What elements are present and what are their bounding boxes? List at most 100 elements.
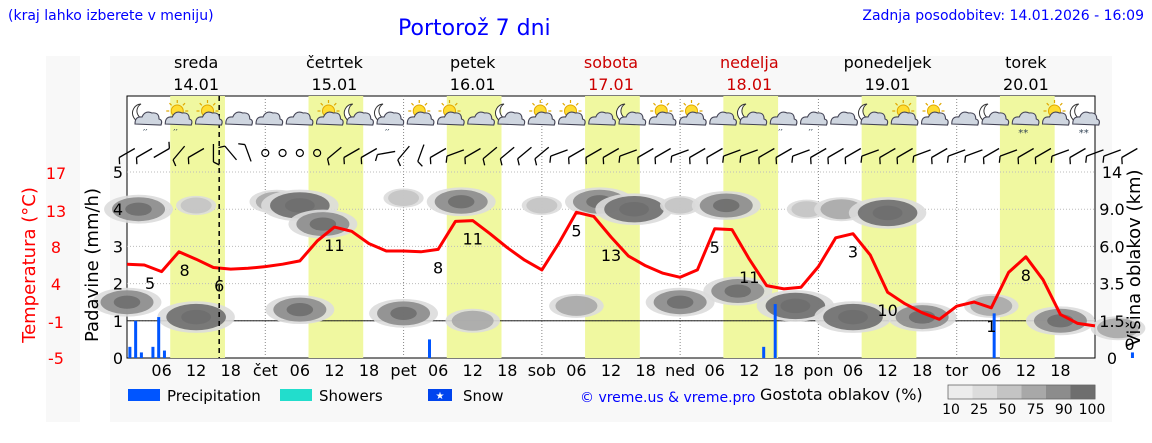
cloud-height-axis-label: Višina oblakov (km) — [1124, 169, 1145, 346]
cloud-blob — [555, 295, 598, 316]
temperature-label: 11 — [463, 230, 483, 249]
wind-barb — [739, 149, 758, 163]
temperature-tick: -5 — [48, 349, 64, 368]
wind-barb — [775, 147, 792, 165]
cloud-blob-core — [838, 309, 868, 325]
density-scale-swatch — [1021, 385, 1047, 399]
x-day-label: sob — [528, 361, 556, 380]
cloud-icon — [709, 111, 737, 126]
wind-barb — [879, 147, 896, 165]
temperature-tick: -1 — [48, 313, 64, 332]
svg-text:′′: ′′ — [778, 128, 783, 139]
wind-barb — [706, 147, 723, 165]
density-scale-frame — [947, 384, 1096, 400]
legend-item: Showers — [280, 387, 383, 405]
x-day-label: pet — [390, 361, 416, 380]
sun-cloud-icon — [527, 100, 556, 126]
wind-barb — [602, 147, 620, 165]
moon-cloud-icon — [343, 103, 374, 126]
density-scale-swatch — [948, 385, 973, 399]
wind-barb — [946, 149, 966, 163]
wind-barb — [809, 147, 827, 165]
page-title: Portorož 7 dni — [398, 16, 551, 41]
day-name: sobota — [584, 53, 638, 72]
cloud-height-tick: 14 — [1102, 163, 1122, 182]
x-hour-label: 18 — [221, 361, 241, 380]
cloud-icon — [588, 111, 616, 126]
day-name: ponedeljek — [844, 53, 933, 72]
wind-barb — [585, 147, 602, 165]
wind-barb — [618, 149, 637, 163]
wind-barb — [654, 147, 671, 165]
moon-rain-icon: ′′ — [374, 103, 405, 139]
precip-bar — [134, 320, 138, 358]
wind-barb — [482, 146, 498, 166]
precip-bar — [992, 313, 996, 358]
cloud-blob-core — [712, 198, 740, 213]
cloud-height-tick: 6.0 — [1099, 237, 1124, 256]
wind-barb — [896, 147, 913, 165]
day-date: 18.01 — [726, 75, 772, 94]
legend-item: ★ Snow — [428, 387, 503, 405]
wind-barb — [964, 149, 983, 163]
moon-cloud-icon — [737, 103, 768, 126]
day-date: 19.01 — [865, 75, 911, 94]
wind-barb — [397, 145, 410, 167]
sun-cloud-icon — [920, 100, 949, 126]
temperature-label: 1 — [986, 317, 996, 336]
wind-barb — [1017, 147, 1034, 165]
moon-cloud-icon — [495, 103, 526, 126]
sun-cloud-icon — [557, 100, 586, 126]
moon-cloud-icon — [858, 103, 889, 126]
day-name: sreda — [174, 53, 218, 72]
legend-label: Precipitation — [167, 387, 261, 405]
wind-barb — [534, 146, 550, 166]
density-scale-tick: 50 — [998, 402, 1016, 418]
sun-cloud-icon — [1041, 100, 1070, 126]
sun-cloud-icon — [890, 100, 919, 126]
svg-text:**: ** — [1018, 128, 1028, 139]
wind-barb — [791, 149, 810, 163]
sun-cloud-icon — [315, 100, 344, 126]
density-scale-tick: 100 — [1079, 402, 1106, 418]
temperature-label: 3 — [848, 243, 858, 262]
wind-barb — [218, 145, 237, 161]
cloud-density-label: Gostota oblakov (%) — [760, 385, 923, 404]
x-hour-label: 12 — [324, 361, 344, 380]
cloud-height-tick: 3.5 — [1099, 275, 1124, 294]
cloud-icon — [951, 111, 979, 126]
temperature-label: 5 — [710, 238, 720, 257]
cloud-blob-core — [390, 306, 417, 320]
cloud-blob-core — [309, 217, 337, 231]
wind-barb — [429, 147, 447, 165]
wind-barb — [844, 147, 862, 165]
cloud-blob-core — [447, 195, 475, 209]
temperature-label: 5 — [145, 274, 155, 293]
precip-bar — [139, 352, 143, 358]
temperature-line — [126, 210, 1096, 328]
cloud-blob-core — [286, 303, 314, 317]
precip-bar — [773, 304, 777, 358]
precip-axis-label: Padavine (mm/h) — [82, 188, 103, 342]
svg-text:★: ★ — [436, 391, 445, 402]
svg-text:**: ** — [1079, 128, 1089, 139]
temperature-label: 11 — [739, 268, 759, 287]
moon-rain-icon: ′′ — [132, 103, 163, 139]
moon-cloud-icon — [979, 103, 1010, 126]
wind-barb — [464, 147, 481, 165]
cloud-icon — [225, 111, 253, 126]
svg-text:′′: ′′ — [143, 128, 148, 139]
cloud-icon — [467, 111, 495, 126]
wind-barb — [758, 147, 775, 165]
precip-bar — [128, 346, 132, 358]
x-hour-label: 12 — [186, 361, 206, 380]
temperature-tick: 8 — [51, 238, 61, 257]
day-name: četrtek — [306, 53, 364, 72]
cloud-snow-icon: ** — [1011, 111, 1040, 139]
density-scale-swatch — [1070, 385, 1096, 399]
sun-cloud-icon — [194, 100, 223, 126]
temperature-axis-label: Temperatura (°C) — [19, 187, 40, 344]
legend-label: Snow — [463, 387, 503, 405]
cloud-blob-core — [113, 295, 141, 309]
